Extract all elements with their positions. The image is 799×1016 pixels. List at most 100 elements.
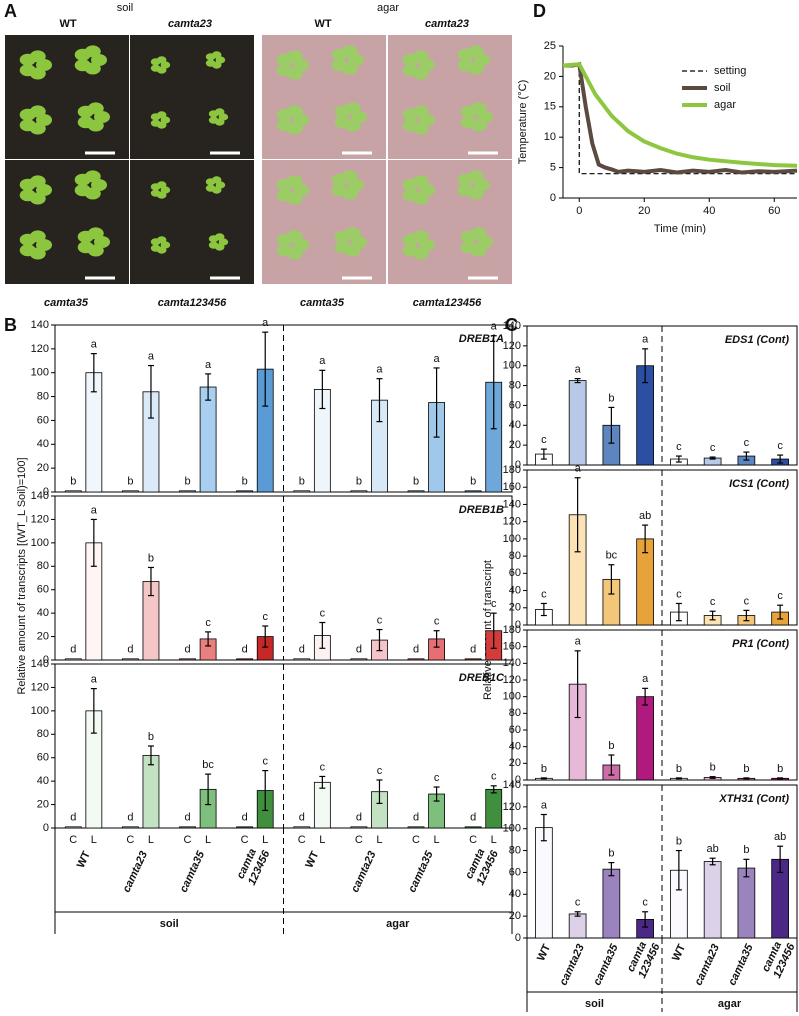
- significance-letter: d: [127, 644, 133, 656]
- bar: [350, 490, 368, 493]
- significance-letter: b: [676, 763, 682, 775]
- significance-letter: ab: [707, 843, 719, 855]
- significance-letter: c: [434, 616, 440, 628]
- y-tick-label: 100: [503, 360, 521, 372]
- y-tick-label: 60: [509, 724, 521, 736]
- bar-label: C: [184, 834, 192, 846]
- seedling-leaf: [77, 241, 94, 254]
- group-label: soil: [160, 918, 179, 930]
- significance-letter: d: [242, 644, 248, 656]
- significance-letter: c: [744, 437, 750, 449]
- group-label: agar: [386, 918, 410, 930]
- seedling-leaf: [87, 102, 104, 115]
- category-label: camta23: [692, 942, 721, 987]
- genotype-label: camta123456: [158, 297, 227, 309]
- seedling-leaf: [402, 119, 419, 132]
- significance-letter: b: [743, 844, 749, 856]
- bar-label: L: [376, 834, 382, 846]
- y-tick-label: 140: [503, 320, 521, 332]
- category-label: camta35: [406, 849, 436, 895]
- y-tick-label: 20: [37, 462, 49, 474]
- significance-letter: d: [470, 812, 476, 824]
- seedling-leaf: [205, 59, 216, 67]
- seedling-leaf: [412, 105, 429, 118]
- significance-letter: b: [184, 476, 190, 488]
- y-tick-label: 100: [503, 691, 521, 703]
- medium-label: soil: [117, 2, 134, 14]
- significance-letter: c: [710, 442, 716, 454]
- significance-letter: d: [470, 644, 476, 656]
- category-label: WT: [670, 942, 688, 963]
- significance-letter: d: [184, 812, 190, 824]
- x-tick-label: 40: [703, 205, 715, 217]
- category-label: camta35: [726, 942, 756, 988]
- seedling-leaf: [208, 116, 219, 124]
- seedling-leaf: [150, 244, 161, 252]
- y-tick-label: 120: [31, 343, 49, 355]
- bar: [293, 658, 311, 661]
- y-tick-label: 120: [503, 516, 521, 528]
- significance-letter: d: [413, 812, 419, 824]
- category-label: camta23: [557, 942, 586, 987]
- gene-title: DREB1C: [459, 672, 505, 684]
- seedling-leaf: [286, 50, 303, 63]
- seedling-leaf: [87, 227, 104, 240]
- bar: [142, 754, 160, 829]
- seedling-leaf: [19, 189, 36, 202]
- panel-letter: A: [4, 1, 17, 21]
- bar: [703, 861, 722, 939]
- seedling-leaf: [156, 236, 167, 244]
- significance-letter: a: [262, 317, 269, 329]
- seedling-leaf: [19, 244, 36, 257]
- seedling-leaf: [470, 102, 487, 115]
- y-tick-label: 40: [37, 607, 49, 619]
- seedling-leaf: [205, 184, 216, 192]
- bar: [64, 826, 82, 829]
- significance-letter: b: [299, 476, 305, 488]
- significance-letter: b: [541, 763, 547, 775]
- y-tick-label: 0: [43, 822, 49, 834]
- x-tick-label: 20: [638, 205, 650, 217]
- significance-letter: a: [91, 674, 98, 686]
- gene-title: DREB1A: [459, 333, 504, 345]
- significance-letter: c: [575, 897, 581, 909]
- seedling-leaf: [460, 241, 477, 254]
- significance-letter: d: [299, 812, 305, 824]
- category-label: WT: [75, 849, 93, 870]
- seedling-leaf: [74, 59, 91, 72]
- seedling-leaf: [276, 119, 293, 132]
- bar-label: C: [69, 834, 77, 846]
- seedling-leaf: [344, 227, 361, 240]
- y-tick-label: 80: [37, 560, 49, 572]
- seedling-leaf: [84, 170, 101, 183]
- seedling-leaf: [286, 230, 303, 243]
- y-tick-label: 0: [515, 459, 521, 471]
- bar: [737, 867, 756, 939]
- significance-letter: a: [575, 636, 582, 648]
- y-tick-label: 40: [509, 584, 521, 596]
- significance-letter: a: [642, 673, 649, 685]
- bar: [122, 826, 139, 829]
- bar-label: C: [126, 834, 134, 846]
- y-axis-label: Relative amount of transcript: [482, 560, 494, 700]
- y-tick-label: 0: [515, 619, 521, 631]
- photo: [130, 35, 254, 159]
- significance-letter: a: [148, 350, 155, 362]
- bar-label: L: [91, 834, 97, 846]
- bar-label: L: [434, 834, 440, 846]
- category-label: camta35: [178, 849, 208, 895]
- significance-letter: b: [148, 731, 154, 743]
- genotype-label: camta35: [300, 297, 345, 309]
- bar-label: L: [262, 834, 268, 846]
- significance-letter: c: [676, 441, 682, 453]
- genotype-label: camta123456: [413, 297, 482, 309]
- bar: [636, 696, 654, 781]
- seedling-leaf: [29, 50, 46, 63]
- bar-label: C: [241, 834, 249, 846]
- y-tick-label: 120: [31, 681, 49, 693]
- y-tick-label: 80: [509, 379, 521, 391]
- seedling-leaf: [460, 116, 477, 129]
- genotype-label: camta23: [168, 18, 212, 30]
- significance-letter: c: [205, 617, 211, 629]
